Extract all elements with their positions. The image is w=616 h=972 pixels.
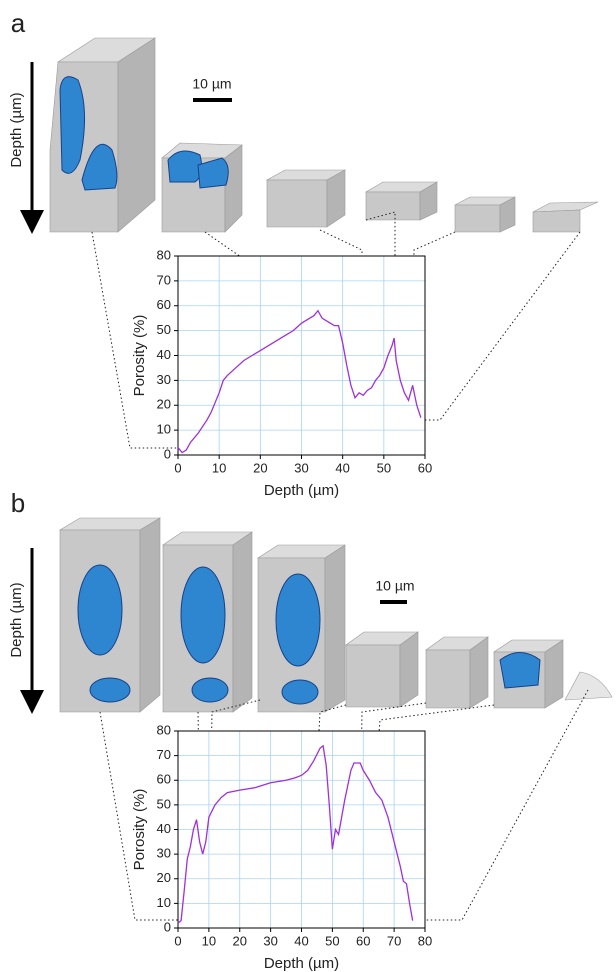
x-tick-label: 10 [212,460,226,475]
x-tick-label: 0 [174,933,181,948]
y-tick-label: 70 [157,747,171,762]
y-tick-label: 30 [157,846,171,861]
y-tick-label: 10 [157,895,171,910]
renders-a [20,37,599,449]
x-tick-label: 50 [377,460,391,475]
panel-label: a [11,8,26,38]
y-tick-label: 30 [157,372,171,387]
x-tick-label: 40 [335,460,349,475]
x-tick-label: 70 [387,933,401,948]
y-tick-label: 0 [164,919,171,934]
y-tick-label: 60 [157,297,171,312]
plot-frame [177,255,426,456]
scale-bar-label: 10 µm [192,76,231,92]
renders-b [20,517,613,921]
y-tick-label: 20 [157,870,171,885]
x-tick-label: 60 [356,933,370,948]
y-tick-label: 60 [157,772,171,787]
y-tick-label: 10 [157,422,171,437]
x-tick-label: 40 [294,933,308,948]
x-tick-label: 50 [325,933,339,948]
y-tick-label: 70 [157,272,171,287]
x-tick-label: 0 [174,460,181,475]
y-tick-label: 40 [157,347,171,362]
y-tick-label: 40 [157,821,171,836]
y-tick-label: 80 [157,247,171,262]
scale-bar-label: 10 µm [375,578,414,594]
depth-label: Depth (µm) [8,92,25,167]
y-axis-label: Porosity (%) [131,315,148,397]
x-tick-label: 10 [202,933,216,948]
x-axis-label: Depth (µm) [264,955,339,972]
x-tick-label: 20 [233,933,247,948]
x-tick-label: 80 [418,933,432,948]
x-axis-label: Depth (µm) [264,482,339,499]
y-tick-label: 80 [157,722,171,737]
plot-frame [177,730,426,929]
x-tick-label: 20 [253,460,267,475]
x-tick-label: 30 [263,933,277,948]
porosity-line [177,744,414,924]
x-tick-label: 60 [418,460,432,475]
y-tick-label: 50 [157,322,171,337]
panel-label: b [11,488,25,518]
porosity-line [177,309,422,454]
y-tick-label: 0 [164,446,171,461]
depth-label: Depth (µm) [8,582,25,657]
y-tick-label: 50 [157,796,171,811]
x-tick-label: 30 [294,460,308,475]
y-tick-label: 20 [157,397,171,412]
y-axis-label: Porosity (%) [131,789,148,871]
